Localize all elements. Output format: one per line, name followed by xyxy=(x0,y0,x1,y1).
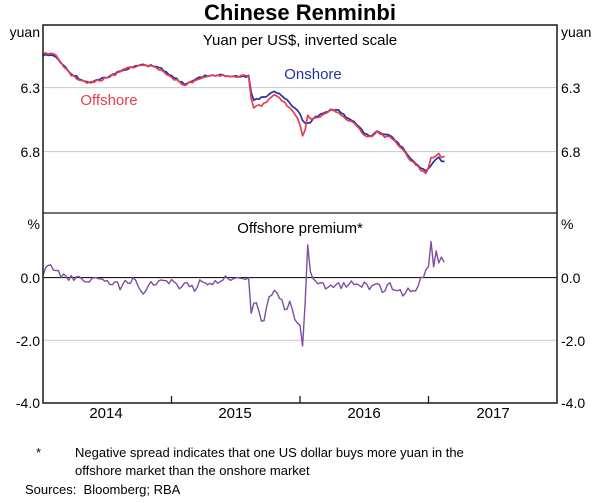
xtick-label-2016: 2016 xyxy=(347,405,381,422)
footnote-line1: Negative spread indicates that one US do… xyxy=(75,445,464,460)
footnote-marker: * xyxy=(36,445,42,460)
offshore-premium-line xyxy=(43,240,445,347)
ytick-left-6.3: 6.3 xyxy=(20,80,40,96)
top-panel-subtitle: Yuan per US$, inverted scale xyxy=(202,32,398,49)
ytick-left-6.8: 6.8 xyxy=(20,144,40,160)
xtick-label-2015: 2015 xyxy=(218,405,252,422)
ytick-right--2.0: -2.0 xyxy=(561,333,586,349)
ytick-right--4.0: -4.0 xyxy=(561,395,586,411)
xtick-label-2017: 2017 xyxy=(476,405,510,422)
ytick-right-0.0: 0.0 xyxy=(561,270,581,286)
onshore-line xyxy=(43,53,445,172)
ytick-right-6.3: 6.3 xyxy=(561,80,581,96)
ytick-right-6.8: 6.8 xyxy=(561,144,581,160)
chart-title: Chinese Renminbi xyxy=(204,0,396,25)
y-unit-right-top: yuan xyxy=(561,24,592,40)
ytick-left--2.0: -2.0 xyxy=(15,333,40,349)
xtick-label-2014: 2014 xyxy=(89,405,123,422)
offshore-series-label: Offshore xyxy=(80,92,138,109)
sources-note: Sources: Bloomberg; RBA xyxy=(25,482,181,497)
y-unit-left-bottom: % xyxy=(27,216,40,232)
bottom-panel-series xyxy=(43,240,445,347)
onshore-series-label: Onshore xyxy=(284,66,342,83)
footnote-line2: offshore market than the onshore market xyxy=(75,463,310,478)
ytick-left--4.0: -4.0 xyxy=(15,395,40,411)
y-unit-right-bottom: % xyxy=(561,216,574,232)
y-unit-left-top: yuan xyxy=(9,24,40,40)
offshore-line xyxy=(43,51,445,175)
bottom-panel-subtitle: Offshore premium* xyxy=(237,220,363,237)
ytick-left-0.0: 0.0 xyxy=(20,270,40,286)
top-panel-series xyxy=(43,51,445,175)
